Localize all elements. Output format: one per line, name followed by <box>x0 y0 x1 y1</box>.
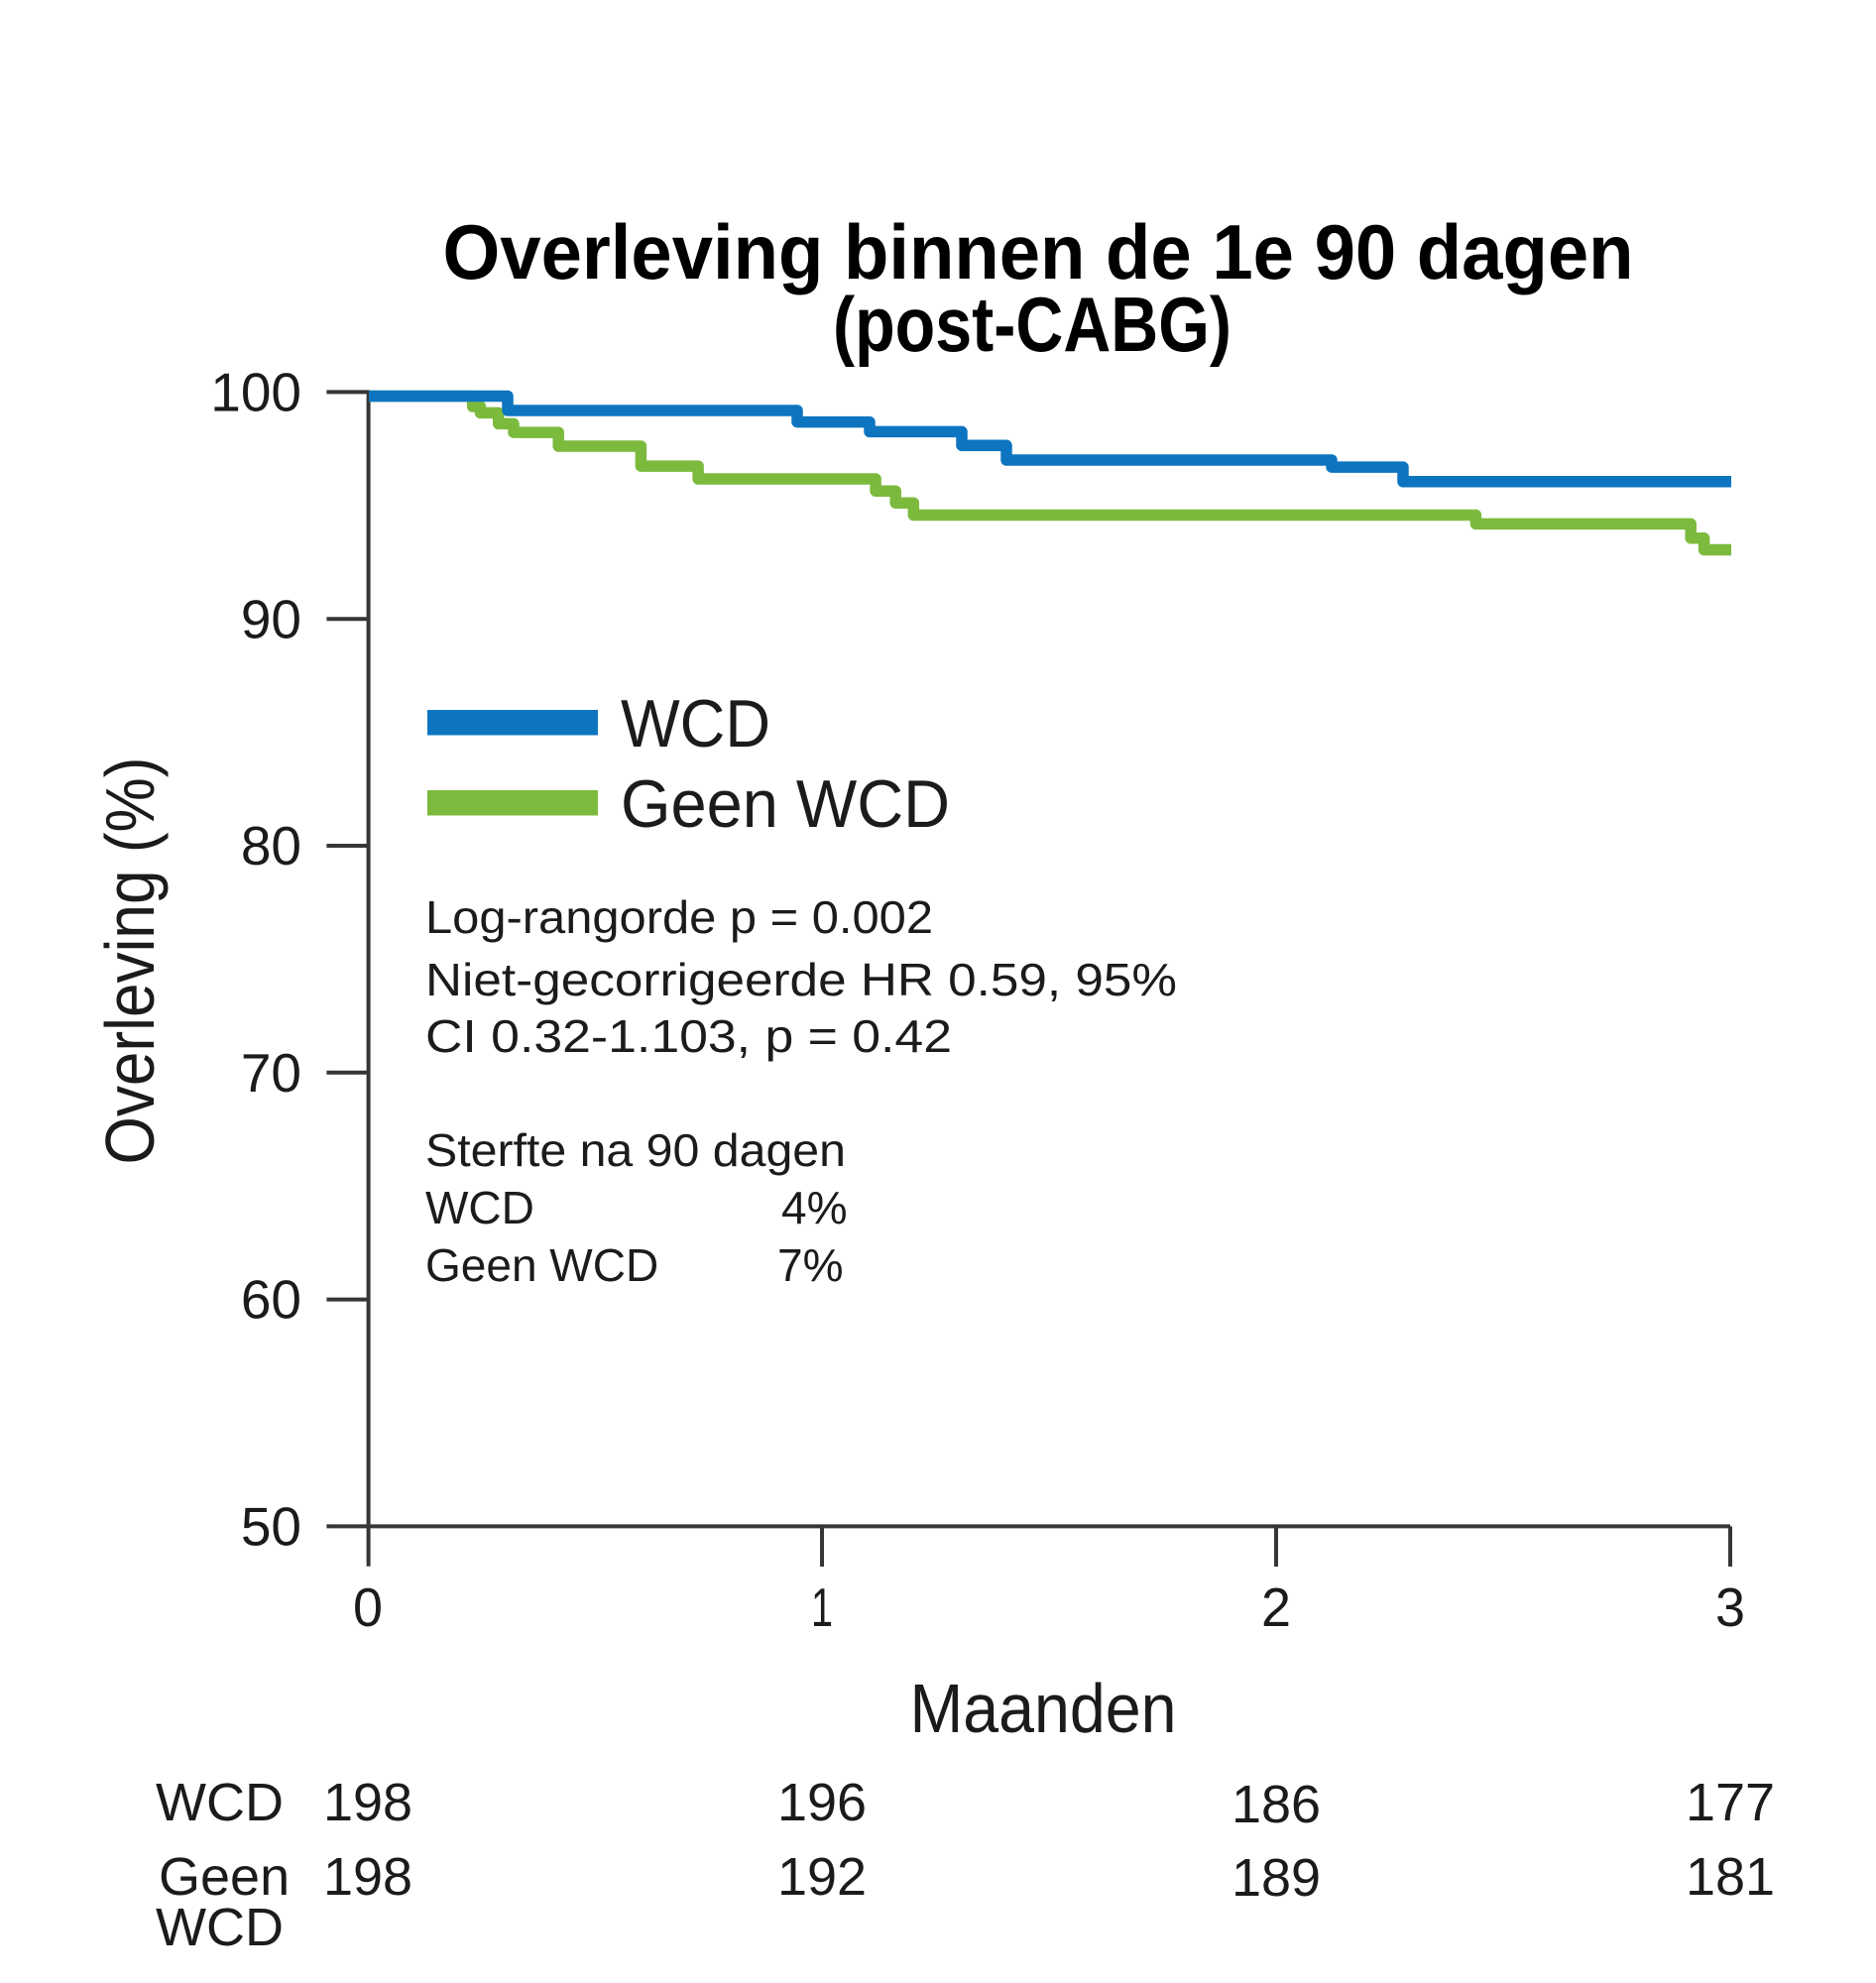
svg-text:186: 186 <box>1231 1775 1321 1834</box>
svg-text:Log-rangorde p = 0.002: Log-rangorde p = 0.002 <box>425 891 933 943</box>
svg-text:90: 90 <box>241 588 301 649</box>
svg-text:Niet-gecorrigeerde HR 0.59, 95: Niet-gecorrigeerde HR 0.59, 95% <box>425 954 1177 1005</box>
svg-text:Sterfte na 90 dagen: Sterfte na 90 dagen <box>425 1124 846 1176</box>
svg-text:100: 100 <box>210 362 301 423</box>
svg-text:2: 2 <box>1261 1576 1291 1638</box>
svg-text:50: 50 <box>241 1496 301 1558</box>
svg-text:198: 198 <box>323 1847 412 1907</box>
svg-text:3: 3 <box>1715 1576 1745 1638</box>
svg-text:WCD: WCD <box>621 686 770 761</box>
svg-text:WCD: WCD <box>156 1898 284 1957</box>
svg-text:Geen: Geen <box>159 1847 290 1907</box>
svg-text:Maanden: Maanden <box>910 1670 1177 1747</box>
svg-text:Overleving (%): Overleving (%) <box>91 758 169 1165</box>
svg-text:1: 1 <box>811 1576 833 1638</box>
svg-text:189: 189 <box>1231 1848 1321 1908</box>
svg-text:(post-CABG): (post-CABG) <box>833 281 1231 368</box>
svg-text:60: 60 <box>241 1269 301 1331</box>
svg-text:CI 0.32-1.103, p = 0.42: CI 0.32-1.103, p = 0.42 <box>425 1010 952 1062</box>
svg-text:WCD: WCD <box>156 1773 284 1832</box>
svg-text:70: 70 <box>241 1042 301 1104</box>
svg-text:7%: 7% <box>777 1239 843 1291</box>
svg-text:Geen WCD: Geen WCD <box>425 1239 658 1291</box>
svg-text:177: 177 <box>1686 1773 1775 1832</box>
svg-text:196: 196 <box>777 1773 867 1832</box>
svg-text:Geen WCD: Geen WCD <box>621 766 950 842</box>
svg-text:Overleving binnen de 1e 90 dag: Overleving binnen de 1e 90 dagen <box>443 208 1634 295</box>
svg-text:198: 198 <box>323 1773 412 1832</box>
svg-text:181: 181 <box>1686 1847 1775 1907</box>
svg-text:0: 0 <box>353 1576 383 1638</box>
svg-text:80: 80 <box>241 815 301 876</box>
svg-text:192: 192 <box>777 1847 867 1907</box>
svg-text:WCD: WCD <box>425 1182 534 1233</box>
svg-text:4%: 4% <box>781 1182 847 1233</box>
